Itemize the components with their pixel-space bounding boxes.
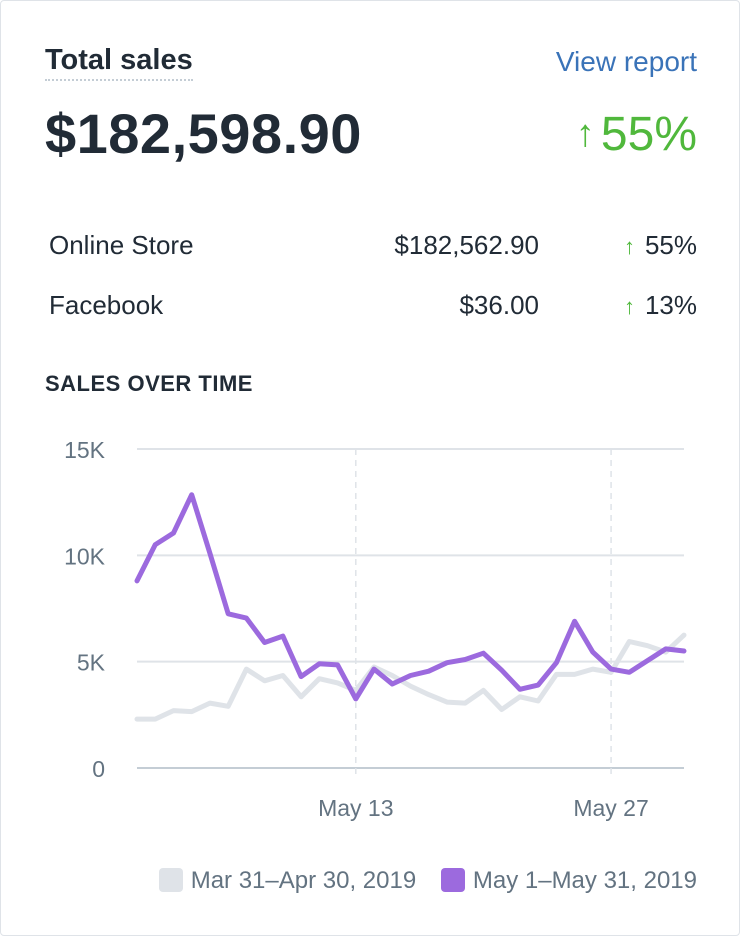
- y-tick-label: 5K: [77, 650, 106, 676]
- legend-swatch-current: [440, 868, 465, 892]
- channel-change-percent: 13%: [644, 290, 697, 320]
- arrow-up-icon: ↑: [575, 113, 595, 155]
- channel-row-online-store: Online Store $182,562.90 ↑ 55%: [49, 225, 697, 265]
- sales-over-time-heading: SALES OVER TIME: [45, 371, 253, 396]
- x-tick-label: May 27: [573, 795, 648, 821]
- channel-value: $182,562.90: [394, 230, 539, 260]
- channel-name: Facebook: [49, 290, 164, 320]
- card-title[interactable]: Total sales: [45, 43, 193, 81]
- legend-item-current: May 1–May 31, 2019: [440, 865, 697, 897]
- legend-item-previous: Mar 31–Apr 30, 2019: [158, 865, 417, 897]
- legend-swatch-previous: [158, 868, 183, 892]
- series-line-previous: [134, 632, 687, 722]
- legend-label-current: May 1–May 31, 2019: [472, 867, 697, 894]
- total-change-percent: 55%: [600, 108, 697, 161]
- channel-change: ↑ 13%: [624, 285, 697, 327]
- legend-label-previous: Mar 31–Apr 30, 2019: [190, 867, 417, 894]
- channel-name: Online Store: [49, 230, 194, 260]
- y-tick-label: 15K: [64, 437, 106, 463]
- total-sales-change: ↑ 55%: [576, 103, 697, 166]
- y-tick-label: 0: [92, 756, 105, 782]
- total-sales-value: $182,598.90: [45, 102, 362, 165]
- series-line-current: [134, 492, 687, 702]
- channel-row-facebook: Facebook $36.00 ↑ 13%: [49, 285, 697, 325]
- channel-change-percent: 55%: [644, 230, 697, 260]
- x-tick-label: May 13: [318, 795, 393, 821]
- arrow-up-icon: ↑: [623, 294, 635, 319]
- chart-legend: Mar 31–Apr 30, 2019 May 1–May 31, 2019: [141, 865, 697, 897]
- arrow-up-icon: ↑: [623, 234, 635, 259]
- channel-change: ↑ 55%: [624, 225, 697, 267]
- sales-over-time-chart: 0 5K 10K 15K May 13 May 27: [64, 437, 687, 821]
- view-report-link[interactable]: View report: [555, 46, 697, 77]
- channel-value: $36.00: [459, 290, 539, 320]
- y-tick-label: 10K: [64, 543, 106, 569]
